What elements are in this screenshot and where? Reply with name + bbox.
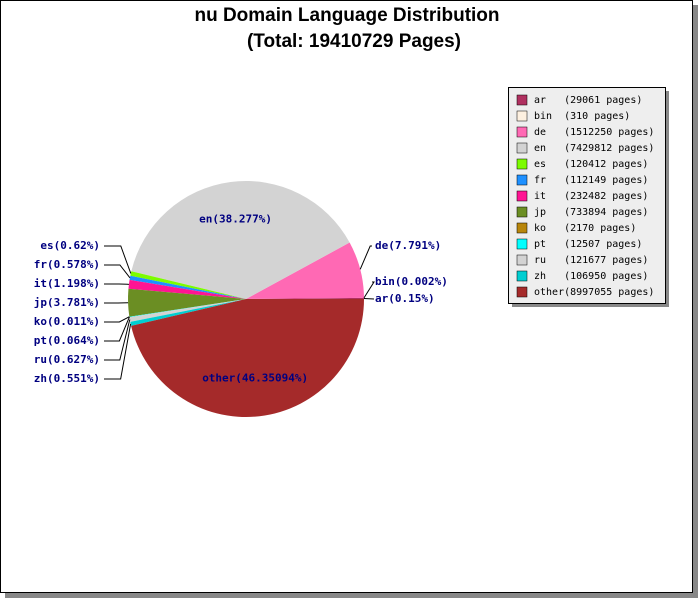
pie-slice: [131, 299, 364, 418]
leader-line: [104, 245, 132, 274]
pie-slice: [128, 279, 246, 299]
pie-slice: [130, 271, 246, 299]
legend-swatch: [516, 94, 528, 106]
legend-swatch: [516, 158, 528, 170]
slice-label: bin(0.002%): [375, 275, 448, 288]
pie-slice: [129, 299, 246, 318]
legend: [508, 87, 666, 304]
leader-line: [104, 264, 131, 279]
leader-line: [104, 316, 130, 323]
legend-label: ar (29061 pages): [534, 95, 642, 106]
legend-swatch: [516, 206, 528, 218]
leader-line: [363, 281, 375, 299]
pie-slice: [129, 275, 246, 299]
legend-swatch: [516, 174, 528, 186]
slice-label: ru(0.627%): [34, 353, 100, 366]
legend-swatch: [516, 190, 528, 202]
legend-label: other(8997055 pages): [534, 287, 654, 298]
legend-swatch: [516, 126, 528, 138]
slice-label: jp(3.781%): [34, 296, 100, 309]
slice-label: pt(0.064%): [34, 334, 100, 347]
leader-line: [363, 297, 375, 300]
leader-line: [104, 323, 132, 380]
chart-title: nu Domain Language Distribution: [194, 5, 499, 26]
legend-swatch: [516, 286, 528, 298]
slice-label: de(7.791%): [375, 239, 441, 252]
legend-label: ru (121677 pages): [534, 255, 648, 266]
legend-swatch: [516, 270, 528, 282]
slice-label: fr(0.578%): [34, 258, 100, 271]
legend-label: en (7429812 pages): [534, 143, 654, 154]
legend-label: ko (2170 pages): [534, 223, 636, 234]
legend-swatch: [516, 254, 528, 266]
legend-label: zh (106950 pages): [534, 271, 648, 282]
pie-slice: [129, 299, 246, 322]
slice-label: en(38.277%): [199, 212, 272, 225]
slice-label: es(0.62%): [40, 239, 100, 252]
slice-label: other(46.35094%): [202, 372, 308, 385]
legend-label: jp (733894 pages): [534, 207, 648, 218]
slice-label: it(1.198%): [34, 277, 100, 290]
pie-slice: [246, 242, 364, 299]
legend-swatch: [516, 222, 528, 234]
legend-swatch: [516, 238, 528, 250]
pie-slice: [129, 299, 246, 317]
legend-label: it (232482 pages): [534, 191, 648, 202]
chart-subtitle: (Total: 19410729 Pages): [247, 31, 461, 52]
legend-label: es (120412 pages): [534, 159, 648, 170]
pie-slice: [128, 288, 246, 317]
legend-swatch: [516, 110, 528, 122]
pie-slice: [246, 297, 364, 299]
legend-swatch: [516, 142, 528, 154]
slice-label: ar(0.15%): [375, 292, 435, 305]
leader-line: [359, 245, 372, 270]
legend-label: de (1512250 pages): [534, 127, 654, 138]
leader-line: [104, 316, 130, 342]
legend-label: bin (310 pages): [534, 111, 630, 122]
pie-slice: [246, 297, 364, 299]
slice-label: ko(0.011%): [34, 315, 100, 328]
slice-label: zh(0.551%): [34, 372, 100, 385]
pie-slice: [131, 180, 350, 299]
legend-label: pt (12507 pages): [534, 239, 642, 250]
legend-label: fr (112149 pages): [534, 175, 648, 186]
leader-line: [104, 319, 131, 361]
pie-slice: [130, 299, 246, 326]
